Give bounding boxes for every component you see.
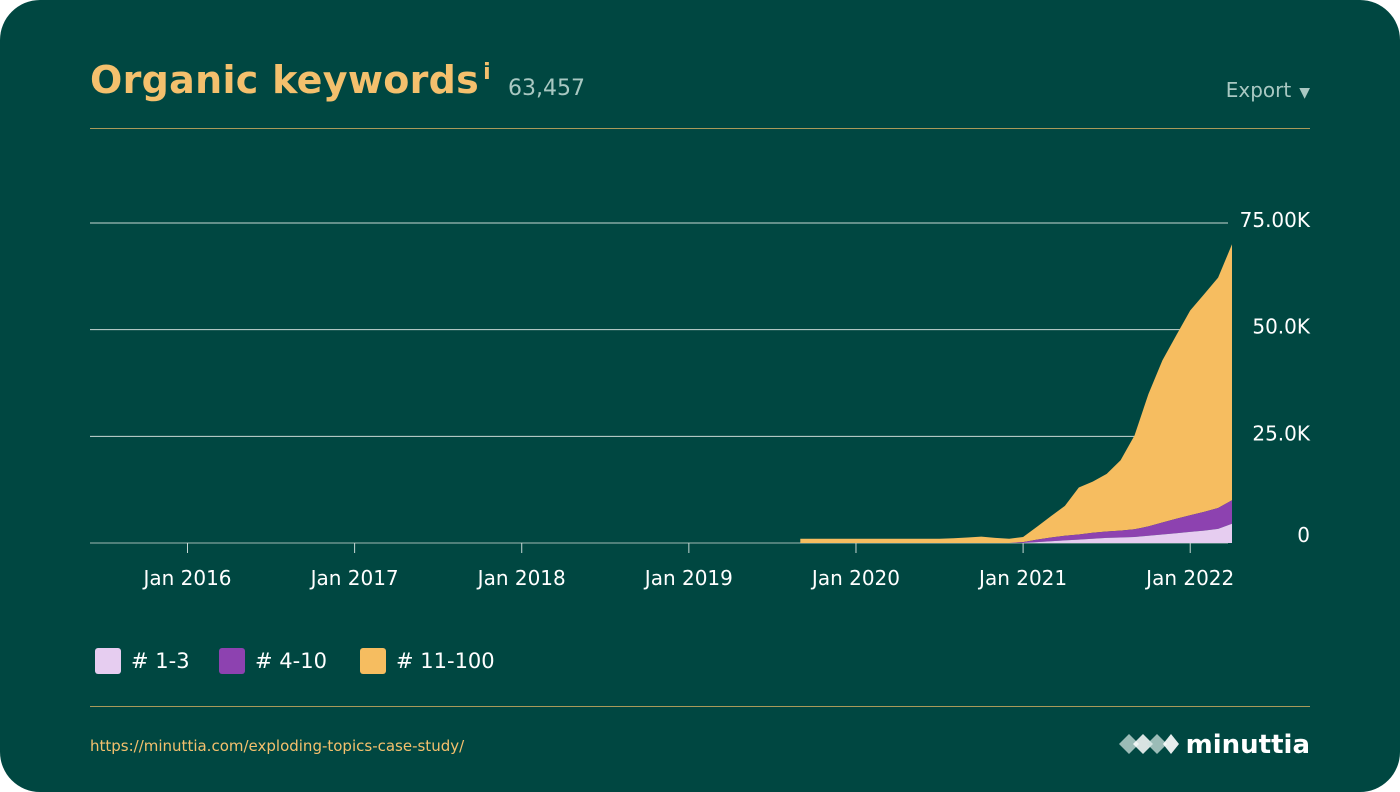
footer-divider xyxy=(90,706,1310,707)
info-icon[interactable]: i xyxy=(483,60,491,86)
area-series-11-100 xyxy=(800,244,1232,544)
y-tick-label: 50.0K xyxy=(1252,315,1311,339)
x-tick-label: Jan 2017 xyxy=(309,566,399,590)
legend-item-11-100[interactable]: # 11-100 xyxy=(360,648,495,674)
y-tick-label: 25.0K xyxy=(1252,421,1311,445)
legend-swatch-11-100 xyxy=(360,648,386,674)
x-tick-label: Jan 2016 xyxy=(141,566,231,590)
legend-label-11-100: # 11-100 xyxy=(396,649,495,673)
x-tick-label: Jan 2019 xyxy=(643,566,733,590)
keyword-count: 63,457 xyxy=(508,76,585,101)
y-tick-label: 75.00K xyxy=(1240,208,1311,232)
chevron-down-icon: ▼ xyxy=(1299,85,1310,101)
legend-item-1-3[interactable]: # 1-3 xyxy=(95,648,190,674)
x-tick-label: Jan 2022 xyxy=(1144,566,1234,590)
y-tick-label: 0 xyxy=(1297,523,1310,547)
legend-swatch-1-3 xyxy=(95,648,121,674)
x-tick-label: Jan 2020 xyxy=(810,566,900,590)
legend-item-4-10[interactable]: # 4-10 xyxy=(219,648,327,674)
brand-logo: minuttia xyxy=(1118,730,1310,760)
header: Organic keywords i 63,457 Export ▼ xyxy=(90,58,1310,108)
export-button[interactable]: Export ▼ xyxy=(1226,78,1310,102)
source-link[interactable]: https://minuttia.com/exploding-topics-ca… xyxy=(90,737,465,755)
x-tick-label: Jan 2021 xyxy=(977,566,1067,590)
organic-keywords-chart: 0 25.0K 50.0K 75.00K Jan 2016 Jan 2017 Jan 201… xyxy=(90,208,1311,590)
area-series-1-3 xyxy=(800,523,1232,543)
area-series-4-10 xyxy=(800,500,1232,543)
x-tick-label: Jan 2018 xyxy=(476,566,566,590)
page-title: Organic keywords i xyxy=(90,58,491,102)
header-divider xyxy=(90,128,1310,129)
legend-label-1-3: # 1-3 xyxy=(131,649,190,673)
brand-name: minuttia xyxy=(1185,730,1310,760)
legend-swatch-4-10 xyxy=(219,648,245,674)
diamond-logo-icon xyxy=(1118,734,1179,754)
export-label: Export xyxy=(1225,78,1292,102)
title-text: Organic keywords xyxy=(90,58,480,102)
legend-label-4-10: # 4-10 xyxy=(255,649,327,673)
